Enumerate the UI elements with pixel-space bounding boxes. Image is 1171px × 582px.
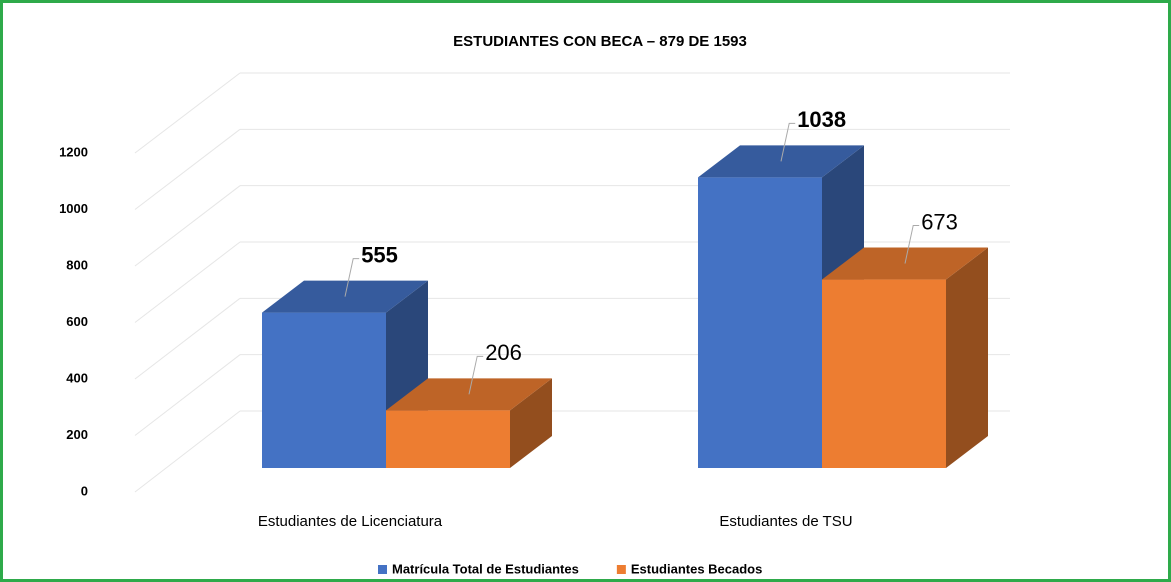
grid-line-side [134,354,241,436]
legend-swatch [378,565,387,574]
grid-line-side [134,410,241,493]
grid-line-side [134,72,241,154]
grid-line-side [134,128,241,210]
legend-swatch [616,565,626,574]
bar [698,177,822,469]
data-label: 673 [921,209,958,234]
bar-side [946,247,988,468]
bar [386,410,510,468]
x-tick-label: Estudiantes de Licenciatura [258,513,443,530]
y-tick-label: 200 [66,427,88,442]
data-label: 1038 [797,107,846,132]
grid-line-side [134,241,241,323]
data-label: 555 [361,242,398,267]
chart-title: ESTUDIANTES CON BECA – 879 DE 1593 [453,33,747,50]
grid-line-side [134,185,241,267]
grid-line-side [134,297,241,380]
bar [262,312,386,468]
y-tick-label: 800 [66,257,88,272]
y-tick-label: 0 [81,483,88,498]
leader-line [904,225,920,264]
y-tick-label: 400 [66,370,88,385]
leader-line [468,355,484,395]
legend-label: Matrícula Total de Estudiantes [392,561,579,576]
y-tick-label: 600 [66,314,88,329]
y-tick-label: 1200 [59,144,88,159]
data-label: 206 [485,340,522,365]
bar [822,279,946,468]
bar-side [510,378,552,468]
leader-line [780,122,796,162]
x-tick-label: Estudiantes de TSU [719,513,852,530]
leader-line [344,258,360,297]
y-tick-label: 1000 [59,201,88,216]
legend-label: Estudiantes Becados [631,561,763,576]
